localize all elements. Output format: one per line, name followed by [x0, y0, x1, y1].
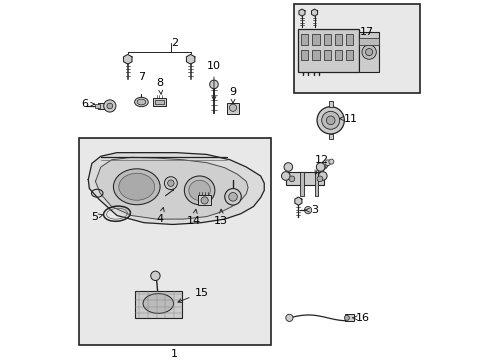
Bar [312, 50, 319, 60]
Bar [301, 50, 308, 60]
Text: 4: 4 [156, 207, 164, 224]
Circle shape [304, 207, 311, 214]
Text: 2: 2 [170, 38, 178, 48]
Polygon shape [298, 9, 305, 16]
Polygon shape [294, 197, 301, 205]
Polygon shape [88, 153, 264, 225]
Circle shape [228, 193, 237, 201]
Text: 8: 8 [156, 78, 163, 94]
Bar [98, 103, 106, 109]
Circle shape [316, 107, 344, 134]
Circle shape [284, 163, 292, 171]
Text: 7: 7 [138, 72, 145, 82]
Bar [323, 50, 330, 60]
Bar [345, 314, 353, 321]
Circle shape [150, 271, 160, 280]
Circle shape [316, 176, 322, 182]
Circle shape [107, 103, 112, 109]
Circle shape [318, 172, 326, 180]
Circle shape [325, 116, 334, 125]
Ellipse shape [143, 294, 173, 313]
Circle shape [325, 160, 330, 166]
Circle shape [365, 49, 372, 56]
Circle shape [209, 80, 218, 89]
Bar [328, 101, 332, 107]
Circle shape [344, 315, 348, 320]
Circle shape [167, 180, 174, 186]
Circle shape [285, 314, 292, 321]
Circle shape [328, 159, 333, 164]
Circle shape [361, 45, 376, 59]
Text: 17: 17 [359, 27, 373, 37]
Bar [226, 103, 239, 114]
Ellipse shape [188, 180, 210, 201]
Text: 14: 14 [187, 209, 201, 226]
Text: 6: 6 [81, 99, 94, 109]
Ellipse shape [137, 99, 145, 105]
Bar [345, 35, 352, 45]
Bar [359, 39, 378, 45]
Ellipse shape [119, 173, 154, 200]
Polygon shape [311, 9, 317, 16]
Text: 15: 15 [178, 288, 208, 302]
Bar [334, 50, 341, 60]
Text: 9: 9 [229, 87, 236, 103]
Bar [300, 172, 303, 196]
Circle shape [281, 172, 289, 180]
Bar [293, 4, 420, 93]
Circle shape [316, 163, 325, 171]
Circle shape [103, 100, 116, 112]
Bar [312, 35, 319, 45]
Circle shape [224, 189, 241, 205]
Ellipse shape [113, 169, 160, 205]
Bar [155, 100, 163, 104]
Bar [198, 195, 211, 206]
Bar [135, 291, 181, 318]
Circle shape [229, 104, 236, 111]
Bar [301, 35, 308, 45]
Circle shape [288, 176, 294, 182]
Text: 3: 3 [305, 205, 317, 215]
Text: 16: 16 [352, 313, 369, 323]
Text: 13: 13 [214, 209, 228, 226]
Bar [153, 98, 165, 106]
Text: 12: 12 [314, 155, 328, 174]
Text: 1: 1 [171, 349, 178, 359]
Bar [359, 32, 378, 72]
Bar [334, 35, 341, 45]
Text: 10: 10 [206, 62, 221, 100]
Text: 11: 11 [339, 113, 357, 123]
Circle shape [164, 177, 177, 190]
Polygon shape [95, 157, 247, 219]
Circle shape [201, 197, 208, 204]
Text: 5: 5 [91, 212, 103, 222]
Polygon shape [123, 54, 132, 64]
Ellipse shape [184, 176, 214, 205]
Bar [314, 172, 318, 196]
Bar [345, 50, 352, 60]
Bar [95, 104, 100, 108]
Bar [298, 29, 359, 72]
Bar [328, 134, 332, 139]
Circle shape [321, 111, 339, 129]
Polygon shape [186, 54, 194, 64]
Bar [79, 138, 271, 345]
Bar [285, 172, 323, 185]
Ellipse shape [134, 97, 148, 107]
Bar [323, 35, 330, 45]
